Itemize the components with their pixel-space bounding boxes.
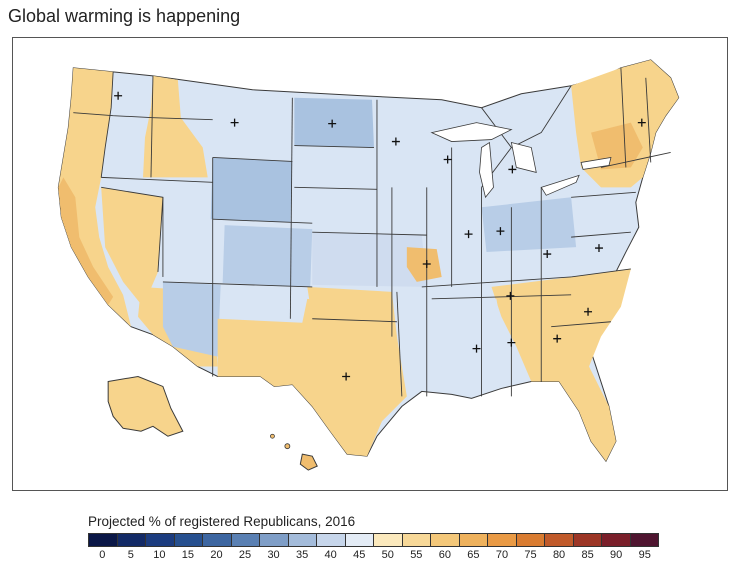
marker-illinois (464, 230, 473, 239)
idaho-region (143, 75, 208, 178)
lake-michigan (479, 141, 494, 199)
alaska (107, 375, 184, 437)
state-borders (73, 67, 671, 397)
marker-georgia (553, 334, 562, 343)
nevada-region (101, 187, 163, 307)
legend-swatch (402, 534, 431, 546)
texas-region (217, 298, 407, 457)
marker-texas (342, 372, 351, 381)
lake-superior (430, 122, 513, 142)
legend-swatch (288, 534, 317, 546)
legend-tick-label: 80 (552, 549, 566, 561)
new-mexico-region (162, 281, 221, 357)
marker-tennessee (506, 291, 515, 300)
legend: Projected % of registered Republicans, 2… (88, 514, 668, 563)
legend-swatch (146, 534, 175, 546)
legend-swatch (488, 534, 517, 546)
hawaii-island-small-2 (284, 443, 291, 450)
legend-tick-label: 10 (153, 549, 166, 561)
southeast-region (491, 268, 631, 462)
deep-south-blue (431, 296, 510, 389)
legend-title: Projected % of registered Republicans, 2… (88, 514, 356, 529)
legend-tick-label: 70 (495, 549, 509, 561)
marker-washington (114, 91, 123, 100)
legend-swatch (602, 534, 631, 546)
marker-alabama (507, 338, 516, 347)
marker-wisconsin (443, 155, 452, 164)
marker-north-carolina (584, 307, 593, 316)
legend-tick-label: 0 (99, 549, 106, 561)
legend-tick-label: 25 (238, 549, 252, 561)
us-choropleth-map (57, 59, 680, 471)
west-coast-region (58, 67, 132, 327)
map-title: Global warming is happening (8, 6, 241, 26)
legend-tick-label: 95 (638, 549, 651, 561)
hawaii-island-small-1 (270, 433, 275, 439)
legend-swatch (545, 534, 574, 546)
lake-ontario (580, 156, 612, 170)
lake-huron (510, 141, 537, 173)
legend-tick-label: 20 (210, 549, 223, 561)
legend-tick-label: 5 (127, 549, 134, 561)
lake-erie (540, 174, 580, 196)
marker-indiana (496, 227, 505, 236)
marker-michigan (508, 165, 517, 174)
north-dakota-region (294, 97, 374, 148)
legend-tick-label: 90 (610, 549, 623, 561)
legend-swatch (317, 534, 346, 546)
legend-swatch (117, 534, 146, 546)
legend-tick-label: 85 (581, 549, 594, 561)
marker-vermont (637, 118, 646, 127)
marker-north-dakota (328, 119, 337, 128)
legend-swatch (630, 534, 658, 546)
legend-tick-label: 35 (296, 549, 309, 561)
hawaii (299, 453, 318, 471)
legend-tick-label: 75 (524, 549, 537, 561)
legend-swatch (345, 534, 374, 546)
legend-swatch (231, 534, 260, 546)
legend-swatch (374, 534, 403, 546)
colorado-region (222, 225, 313, 287)
marker-virginia (595, 244, 603, 253)
legend-swatch (573, 534, 602, 546)
california-deep (58, 177, 114, 305)
legend-tick-label: 60 (438, 549, 451, 561)
kansas-missouri-region (312, 232, 427, 287)
legend-tick-label: 45 (353, 549, 366, 561)
legend-tick-label: 65 (467, 549, 480, 561)
wyoming-region (210, 157, 293, 223)
legend-ticks: 0 5 10 15 20 25 30 35 40 45 50 55 60 65 70 75 80 85 90 95 (88, 547, 659, 563)
legend-swatch (516, 534, 545, 546)
legend-swatch (260, 534, 289, 546)
marker-mississippi (472, 344, 481, 353)
legend-tick-label: 55 (410, 549, 423, 561)
legend-tick-label: 15 (181, 549, 195, 561)
legend-tick-label: 40 (324, 549, 337, 561)
state-markers (114, 91, 646, 381)
ohio-indiana-blue (481, 197, 577, 253)
marker-minnesota (391, 137, 400, 146)
marker-montana (230, 118, 239, 127)
oklahoma-region (307, 286, 397, 337)
marker-kentucky (543, 250, 552, 259)
marker-missouri (422, 260, 431, 268)
legend-tick-label: 50 (381, 549, 394, 561)
legend-tick-label: 30 (267, 549, 280, 561)
legend-swatch (89, 534, 118, 546)
legend-swatch (174, 534, 203, 546)
map-frame (12, 37, 728, 491)
new-york-deep (591, 122, 643, 170)
legend-swatch (203, 534, 232, 546)
legend-swatch (459, 534, 488, 546)
legend-swatch (431, 534, 460, 546)
legend-color-bar (88, 533, 659, 547)
